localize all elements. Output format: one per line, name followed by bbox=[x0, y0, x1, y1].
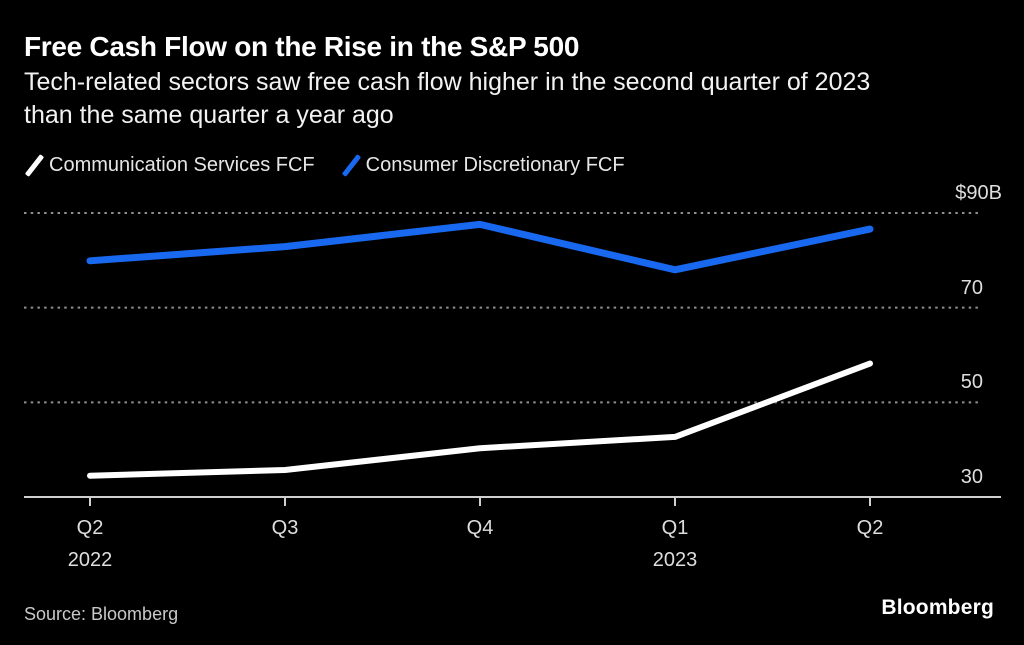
x-year-label-2022: 2022 bbox=[67, 549, 113, 571]
legend-item-consumer-discretionary: Consumer Discretionary FCF bbox=[341, 152, 625, 178]
x-tick-label-3: Q1 bbox=[661, 517, 689, 539]
chart-subtitle: Tech-related sectors saw free cash flow … bbox=[24, 66, 1004, 132]
chart-subtitle-line-2: than the same quarter a year ago bbox=[24, 101, 394, 129]
x-tick-label-1: Q3 bbox=[271, 517, 299, 539]
y-tick-label-50: 50 bbox=[960, 371, 983, 394]
series-line-0 bbox=[87, 360, 873, 479]
series-line-1 bbox=[86, 220, 874, 274]
legend-label-communication-services: Communication Services FCF bbox=[49, 154, 315, 176]
x-year-label-2023: 2023 bbox=[652, 549, 698, 571]
legend-item-communication-services: Communication Services FCF bbox=[24, 152, 315, 178]
x-tick-label-4: Q2 bbox=[856, 517, 884, 539]
chart-title: Free Cash Flow on the Rise in the S&P 50… bbox=[24, 31, 580, 62]
x-tick-label-2: Q4 bbox=[466, 517, 494, 539]
source-text: Source: Bloomberg bbox=[24, 604, 179, 624]
y-tick-label-90: $90B bbox=[955, 182, 1002, 204]
x-tick-label-0: Q2 bbox=[76, 517, 104, 539]
y-tick-label-70: 70 bbox=[960, 276, 983, 299]
bloomberg-logo: Bloomberg bbox=[881, 596, 994, 619]
chart-subtitle-line-1: Tech-related sectors saw free cash flow … bbox=[24, 68, 871, 96]
legend-label-consumer-discretionary: Consumer Discretionary FCF bbox=[365, 154, 625, 176]
legend: Communication Services FCF Consumer Disc… bbox=[24, 151, 653, 179]
y-tick-label-30: 30 bbox=[960, 466, 983, 488]
